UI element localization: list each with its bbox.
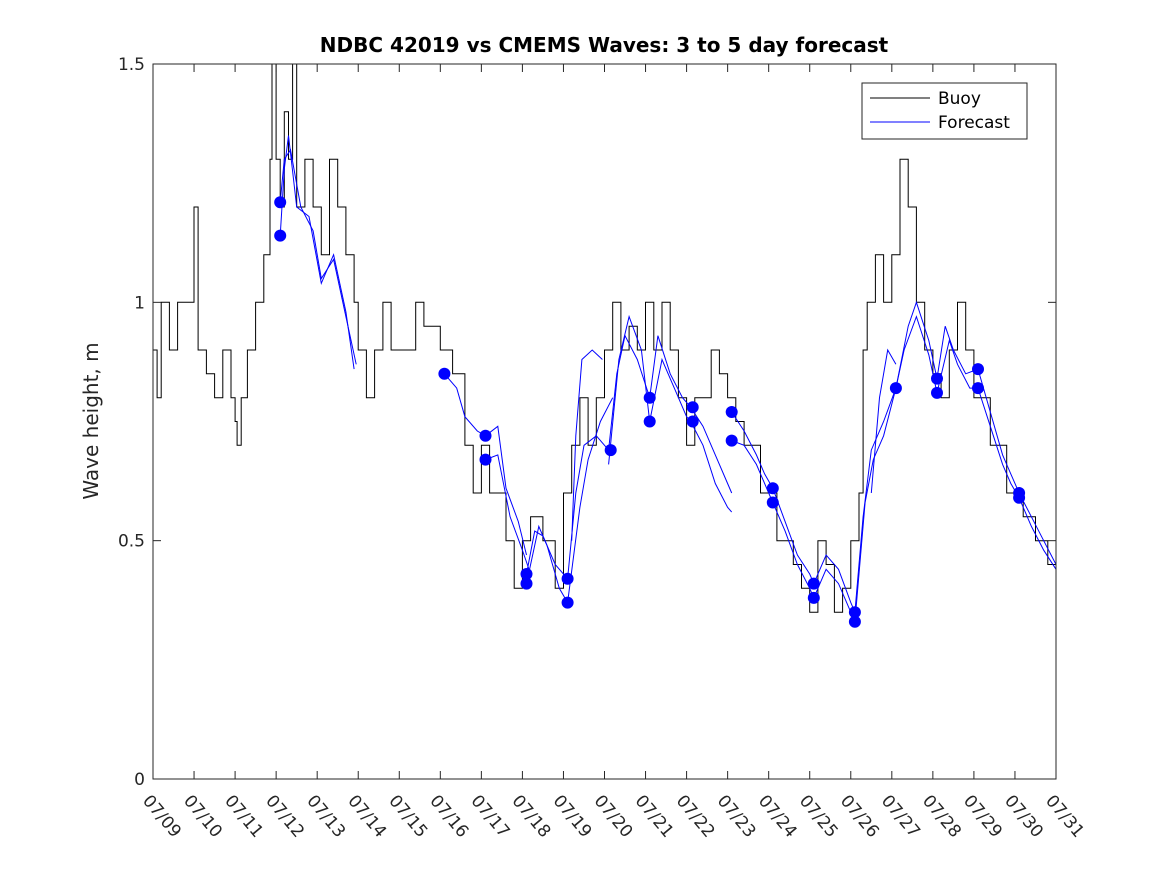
forecast-series-line-20 [772,502,815,599]
forecast-start-marker [1013,491,1026,504]
forecast-series-line-24 [854,387,897,622]
legend-box [861,82,1028,140]
forecast-start-marker [807,591,820,604]
forecast-series-line-17 [731,411,774,489]
forecast-start-marker [931,372,943,385]
forecast-series-line-16 [690,421,733,513]
forecast-start-marker [931,386,943,399]
forecast-start-marker [725,406,738,418]
forecast-start-marker [725,434,738,447]
forecast-start-marker [604,444,617,457]
forecast-series-line-5 [485,454,532,575]
y-tick-label: 1 [134,293,145,313]
forecast-series-line-9 [567,397,614,603]
forecast-start-marker [766,482,779,495]
forecast-series-line-27 [895,315,938,394]
forecast-series-line-26 [895,300,938,389]
forecast-series-line-2 [279,148,357,365]
forecast-start-marker [479,453,492,466]
forecast-start-marker [848,606,861,619]
forecast-start-marker [972,363,984,376]
y-tick-label: 0.5 [118,532,145,552]
forecast-series-line-32 [1018,492,1057,565]
forecast-start-marker [686,401,699,414]
forecast-series-line-21 [813,554,856,613]
forecast-series-line-7 [526,524,569,603]
forecast-series-line-31 [977,387,1020,499]
forecast-series-line-19 [772,488,815,584]
forecast-start-marker [274,229,287,242]
forecast-series-line-8 [567,435,609,579]
forecast-series-line-15 [690,406,733,494]
forecast-start-marker [643,391,656,404]
forecast-series-line-3 [444,373,486,437]
forecast-start-marker [807,577,820,590]
forecast-series-line-18 [731,440,774,503]
forecast-start-marker [643,415,656,428]
legend: Buoy Forecast [861,82,1028,140]
forecast-start-marker [479,429,492,442]
forecast-start-marker [520,568,533,580]
forecast-start-marker [561,596,574,609]
forecast-start-marker [972,382,984,395]
legend-forecast-label: Forecast [938,113,1010,133]
buoy-series-line [153,63,1056,613]
y-axis-label: Wave height, m [79,342,103,499]
forecast-start-marker [889,382,902,395]
series-layer [153,63,1057,628]
forecast-start-marker [274,196,287,209]
forecast-start-marker [438,367,451,380]
forecast-start-marker [561,572,574,585]
forecast-series-line-13 [649,335,692,408]
chart-title: NDBC 42019 vs CMEMS Waves: 3 to 5 day fo… [320,33,889,57]
legend-buoy-label: Buoy [938,89,981,109]
plot-area [153,64,1056,779]
y-tick-label: 1.5 [118,55,145,75]
forecast-series-line-12 [608,314,651,465]
forecast-series-line-23 [854,387,897,613]
y-tick-label: 0 [134,770,145,790]
forecast-series-line-28 [936,326,979,379]
forecast-series-line-25 [870,348,897,494]
forecast-series-line-10 [571,349,603,541]
forecast-series-line-4 [485,425,527,556]
forecast-series-line-30 [977,368,1020,494]
forecast-start-marker [520,577,533,590]
forecast-start-marker [766,496,779,509]
forecast-series-line-33 [1018,497,1057,570]
forecast-start-marker [686,415,699,428]
forecast-start-marker [848,615,861,628]
